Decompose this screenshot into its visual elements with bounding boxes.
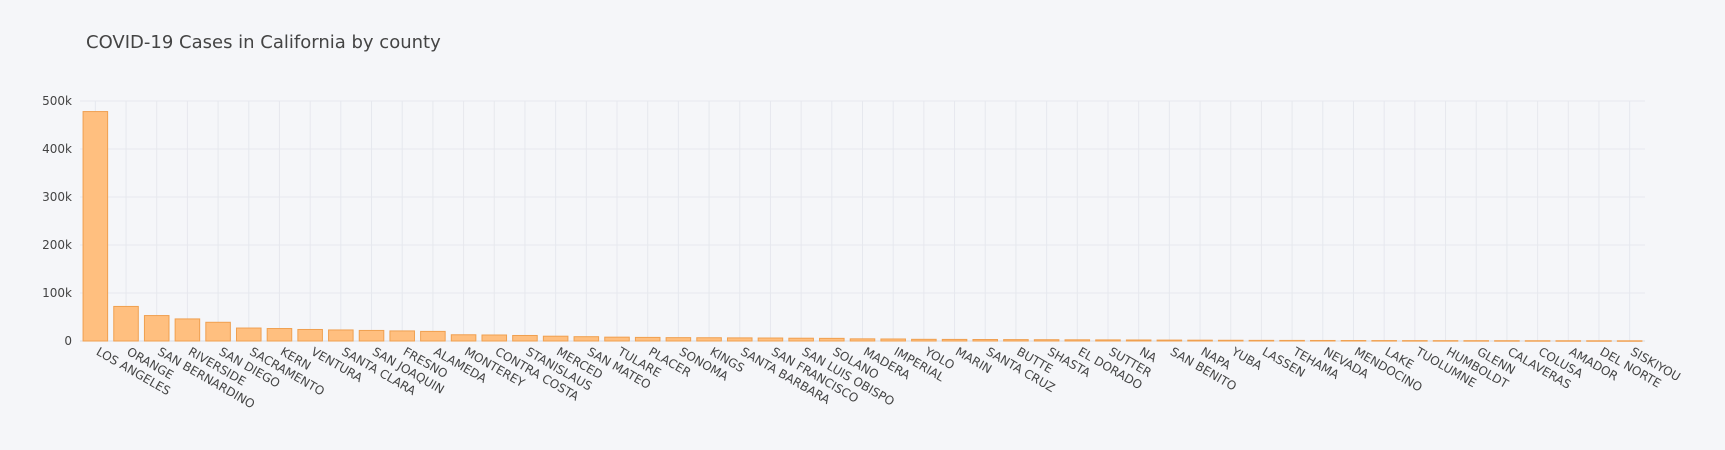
bar[interactable] [1248, 339, 1275, 342]
bar[interactable] [1586, 340, 1612, 342]
chart-title: COVID-19 Cases in California by county [86, 32, 441, 53]
bar[interactable] [880, 338, 906, 342]
bar[interactable] [1494, 340, 1520, 342]
bar[interactable] [941, 338, 968, 342]
bar[interactable] [1279, 339, 1305, 342]
bar[interactable] [1003, 339, 1029, 342]
bar[interactable] [481, 334, 508, 342]
bar[interactable] [512, 334, 538, 342]
bar[interactable] [972, 339, 999, 342]
bar[interactable] [634, 336, 661, 342]
y-tick-label: 500k [42, 94, 72, 108]
bar[interactable] [113, 305, 139, 342]
y-tick-label: 300k [42, 190, 72, 204]
bar[interactable] [1402, 340, 1428, 342]
bar[interactable] [573, 336, 600, 342]
bar-layer [82, 111, 1643, 342]
bar[interactable] [542, 335, 569, 342]
bar[interactable] [757, 337, 784, 342]
y-tick-label: 200k [42, 238, 72, 252]
bar[interactable] [205, 321, 231, 342]
bar[interactable] [236, 327, 262, 342]
bar[interactable] [389, 330, 415, 342]
y-tick-label: 400k [42, 142, 72, 156]
bar[interactable] [1033, 339, 1060, 342]
bar[interactable] [297, 328, 323, 342]
bar[interactable] [1371, 340, 1397, 342]
bar[interactable] [266, 328, 293, 342]
bar[interactable] [1524, 340, 1551, 342]
bar[interactable] [1432, 340, 1459, 342]
bar[interactable] [1616, 340, 1643, 342]
bar[interactable] [849, 338, 876, 342]
bar[interactable] [726, 337, 753, 342]
bar[interactable] [450, 334, 477, 342]
bar[interactable] [420, 330, 446, 342]
bar[interactable] [1064, 339, 1091, 342]
bar[interactable] [174, 318, 201, 342]
bar[interactable] [82, 111, 109, 342]
bar[interactable] [665, 337, 692, 342]
y-axis-ticks: 0 100k 200k 300k 400k 500k [42, 94, 72, 348]
bar[interactable] [788, 337, 814, 342]
bar[interactable] [911, 338, 937, 342]
bar[interactable] [696, 337, 722, 342]
bar[interactable] [1463, 340, 1489, 342]
x-tick-label: YUBA [1228, 344, 1265, 373]
grid-layer [80, 100, 1645, 342]
bar[interactable] [604, 336, 630, 342]
bar[interactable] [819, 337, 845, 342]
y-tick-label: 0 [64, 334, 72, 348]
bar[interactable] [1555, 340, 1582, 342]
bar[interactable] [358, 329, 385, 342]
bar[interactable] [143, 315, 170, 342]
bar[interactable] [1125, 339, 1152, 342]
bar[interactable] [1095, 339, 1121, 342]
bar[interactable] [1187, 339, 1213, 342]
bar[interactable] [1217, 339, 1244, 342]
y-tick-label: 100k [42, 286, 72, 300]
bar[interactable] [1340, 340, 1367, 342]
bar[interactable] [328, 329, 354, 342]
bar[interactable] [1156, 339, 1183, 342]
bar[interactable] [1310, 339, 1336, 342]
